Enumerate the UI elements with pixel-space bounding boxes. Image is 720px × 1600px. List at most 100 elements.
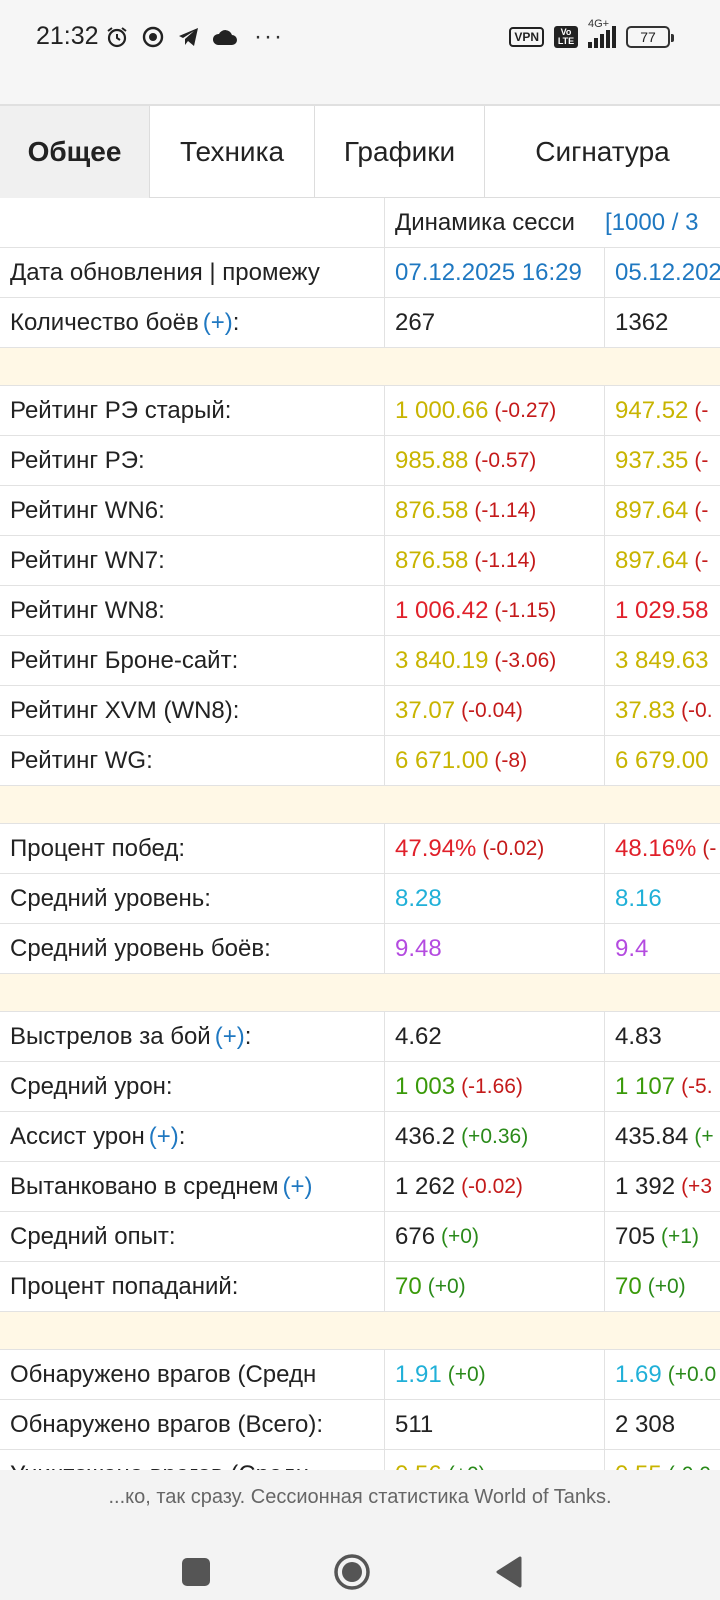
- stat-delta: (-: [694, 448, 709, 472]
- stat-value: 1 262: [395, 1172, 456, 1200]
- row-label: Рейтинг WG:: [0, 736, 385, 785]
- row-label-text: Средний уровень:: [10, 884, 211, 912]
- table-row: Рейтинг WN8: 1 006.42 (-1.15) 1 029.58: [0, 586, 720, 636]
- vpn-badge: VPN: [509, 27, 544, 47]
- battle-range-link[interactable]: [1000 / 3: [605, 208, 699, 236]
- row-label-text: Процент побед:: [10, 834, 185, 862]
- recents-button[interactable]: [176, 1552, 216, 1592]
- bottom-bar: ...ко, так сразу. Сессионная статистика …: [0, 1470, 720, 1600]
- table-header-empty: [0, 198, 385, 247]
- stat-value: 937.35: [615, 446, 689, 474]
- expand-plus-link[interactable]: (+): [282, 1172, 313, 1200]
- row-label-text: Рейтинг РЭ:: [10, 446, 145, 474]
- value-b: 435.84 (+: [605, 1112, 720, 1161]
- value-a: 1 000.66 (-0.27): [385, 386, 605, 435]
- stat-delta: (-: [702, 836, 717, 860]
- value-a: 436.2 (+0.36): [385, 1112, 605, 1161]
- stat-value: 947.52: [615, 396, 689, 424]
- stat-value: 897.64: [615, 546, 689, 574]
- row-label-text: Обнаружено врагов (Средн: [10, 1360, 317, 1388]
- tab-charts[interactable]: Графики: [315, 106, 485, 198]
- stat-value: 1 029.58: [615, 596, 709, 624]
- value-b: 1362: [615, 308, 669, 336]
- browser-header: [0, 66, 720, 106]
- stat-delta: (+: [694, 1124, 714, 1148]
- value-b: 705 (+1): [605, 1212, 720, 1261]
- value-a: 1 003 (-1.66): [385, 1062, 605, 1111]
- stat-value: 6 671.00: [395, 746, 489, 774]
- date-link-b[interactable]: 05.12.202: [615, 258, 720, 286]
- stat-delta: (-0.: [681, 698, 713, 722]
- stat-delta: (-0.04): [461, 698, 523, 722]
- value-a: 6 671.00 (-8): [385, 736, 605, 785]
- value-b: 6 679.00: [605, 736, 720, 785]
- stat-value: 1 006.42: [395, 596, 489, 624]
- value-a: 3 840.19 (-3.06): [385, 636, 605, 685]
- value-a: 1.91 (+0): [385, 1350, 605, 1399]
- stat-value: 1 392: [615, 1172, 676, 1200]
- table-row: Средний уровень: 8.28 8.16: [0, 874, 720, 924]
- expand-plus-link[interactable]: (+): [148, 1122, 179, 1150]
- stat-value: 1.69: [615, 1360, 662, 1388]
- session-dynamics-header: Динамика сесси: [395, 208, 575, 236]
- row-label-text: Рейтинг XVM (WN8):: [10, 696, 240, 724]
- value-a: 876.58 (-1.14): [385, 536, 605, 585]
- stat-delta: (-1.14): [474, 498, 537, 522]
- row-label: Средний урон:: [0, 1062, 385, 1111]
- table-row: Обнаружено врагов (Средн 1.91 (+0) 1.69 (+0.…: [0, 1350, 720, 1400]
- value-a: 876.58 (-1.14): [385, 486, 605, 535]
- value-a: 70 (+0): [385, 1262, 605, 1311]
- more-dots-icon: ···: [254, 23, 284, 50]
- stat-value: 676: [395, 1222, 436, 1250]
- row-label-text: Рейтинг Броне-сайт:: [10, 646, 239, 674]
- stat-delta: (+3: [681, 1174, 712, 1198]
- value-b: 4.83: [605, 1012, 720, 1061]
- square-icon: [182, 1558, 210, 1586]
- row-label-text: Средний уровень боёв:: [10, 934, 271, 962]
- stat-delta: (-: [694, 548, 709, 572]
- tab-bar: Общее Техника Графики Сигнатура: [0, 106, 720, 198]
- row-label: Ассист урон (+):: [0, 1112, 385, 1161]
- table-row: Рейтинг РЭ: 985.88 (-0.57) 937.35 (-: [0, 436, 720, 486]
- stat-delta: (-0.27): [494, 398, 557, 422]
- tab-general[interactable]: Общее: [0, 106, 150, 198]
- row-label-text: Процент попаданий:: [10, 1272, 239, 1300]
- value-a: 985.88 (-0.57): [385, 436, 605, 485]
- table-row: Средний уровень боёв: 9.48 9.4: [0, 924, 720, 974]
- expand-plus-link[interactable]: (+): [202, 308, 233, 336]
- stat-delta: (-1.66): [461, 1074, 523, 1098]
- row-label-text: Рейтинг WN6:: [10, 496, 165, 524]
- table-row: Выстрелов за бой (+): 4.62 4.83: [0, 1012, 720, 1062]
- stat-value: 9.4: [615, 934, 649, 962]
- date-row: Дата обновления | промежу 07.12.2025 16:…: [0, 248, 720, 298]
- network-type: 4G+: [588, 18, 610, 30]
- row-label: Рейтинг Броне-сайт:: [0, 636, 385, 685]
- back-triangle-icon: [496, 1556, 522, 1588]
- clock: 21:32: [36, 22, 99, 50]
- value-b: 937.35 (-: [605, 436, 720, 485]
- stat-delta: (-8): [494, 748, 528, 772]
- battles-label: Количество боёв: [10, 308, 199, 336]
- row-label: Процент побед:: [0, 824, 385, 873]
- stat-value: 985.88: [395, 446, 469, 474]
- stat-value: 876.58: [395, 496, 469, 524]
- back-button[interactable]: [488, 1552, 528, 1592]
- cloud-icon: [212, 24, 238, 50]
- navigation-bar: [0, 1552, 720, 1592]
- tab-signature[interactable]: Сигнатура: [535, 136, 670, 167]
- value-a: 4.62: [385, 1012, 605, 1061]
- stat-value: 3 840.19: [395, 646, 489, 674]
- alarm-icon: [104, 24, 130, 50]
- stat-delta: (+0): [427, 1274, 466, 1298]
- value-b: 1 392 (+3: [605, 1162, 720, 1211]
- row-label-text: Средний опыт:: [10, 1222, 176, 1250]
- table-row: Процент побед: 47.94% (-0.02) 48.16% (-: [0, 824, 720, 874]
- date-link-a[interactable]: 07.12.2025 16:29: [385, 248, 605, 297]
- tab-vehicles[interactable]: Техника: [150, 106, 315, 198]
- home-button[interactable]: [332, 1552, 372, 1592]
- stat-delta: (+0.0: [667, 1362, 717, 1386]
- stat-value: 37.07: [395, 696, 456, 724]
- battles-row: Количество боёв (+) : 267 1362: [0, 298, 720, 348]
- expand-plus-link[interactable]: (+): [214, 1022, 245, 1050]
- stat-delta: (-3.06): [494, 648, 557, 672]
